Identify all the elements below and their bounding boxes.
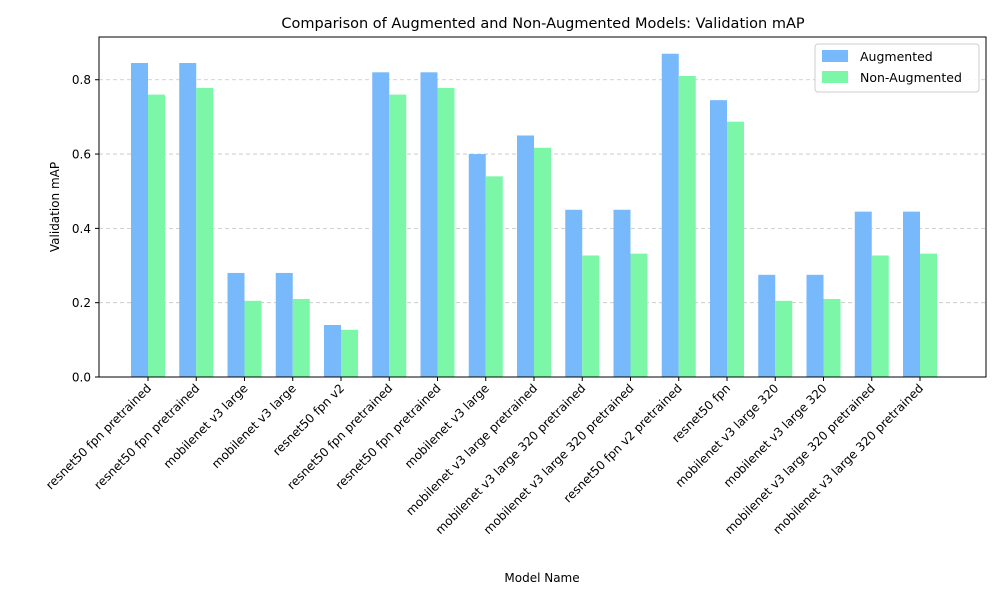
bar-non-augmented (389, 94, 407, 377)
y-tick-label: 0.2 (72, 296, 91, 310)
y-tick-label: 0.8 (72, 73, 91, 87)
bar-augmented (854, 211, 872, 377)
bar-non-augmented (727, 121, 744, 377)
bar-augmented (227, 272, 245, 377)
bar-non-augmented (485, 176, 503, 377)
legend: Augmented Non-Augmented (814, 43, 980, 93)
bar-augmented (131, 63, 148, 378)
bar-non-augmented (437, 87, 455, 377)
bar-non-augmented (582, 255, 600, 377)
bar-non-augmented (292, 298, 310, 377)
bar-augmented (565, 209, 583, 377)
bar-augmented (710, 100, 727, 377)
x-axis-title: Model Name (504, 571, 579, 585)
bar-non-augmented (823, 298, 841, 377)
legend-swatch-augmented (822, 50, 848, 62)
legend-label-augmented: Augmented (860, 49, 933, 64)
bar-non-augmented (630, 253, 648, 377)
bar-augmented (661, 53, 679, 377)
bar-non-augmented (341, 329, 358, 377)
bar-non-augmented (920, 253, 937, 377)
legend-label-non-augmented: Non-Augmented (860, 70, 962, 85)
y-axis: 0.0 0.2 0.4 0.6 0.8 (72, 73, 99, 385)
bar-augmented (517, 135, 534, 377)
y-tick-label: 0.0 (72, 371, 91, 385)
legend-box (814, 43, 980, 93)
bar-non-augmented (148, 94, 165, 377)
bar-augmented (468, 154, 486, 377)
bar-augmented (613, 209, 631, 377)
plot-frame (98, 36, 987, 378)
legend-swatch-non-augmented (822, 71, 848, 83)
bar-non-augmented (244, 300, 262, 377)
bar-augmented (275, 272, 293, 377)
bars-layer (131, 53, 937, 378)
bar-non-augmented (534, 147, 551, 377)
bar-non-augmented (871, 255, 889, 377)
y-tick-label: 0.4 (72, 222, 91, 236)
bar-augmented (372, 72, 390, 378)
chart-title: Comparison of Augmented and Non-Augmente… (281, 16, 804, 32)
bar-non-augmented (196, 87, 214, 377)
bar-non-augmented (678, 76, 696, 378)
bar-augmented (903, 211, 920, 377)
bar-augmented (324, 324, 341, 377)
bar-augmented (179, 63, 197, 378)
bar-augmented (758, 274, 776, 377)
y-tick-label: 0.6 (72, 148, 91, 162)
y-axis-title: Validation mAP (48, 162, 62, 252)
bar-augmented (420, 72, 438, 378)
bar-non-augmented (775, 300, 793, 377)
bar-augmented (806, 274, 824, 377)
